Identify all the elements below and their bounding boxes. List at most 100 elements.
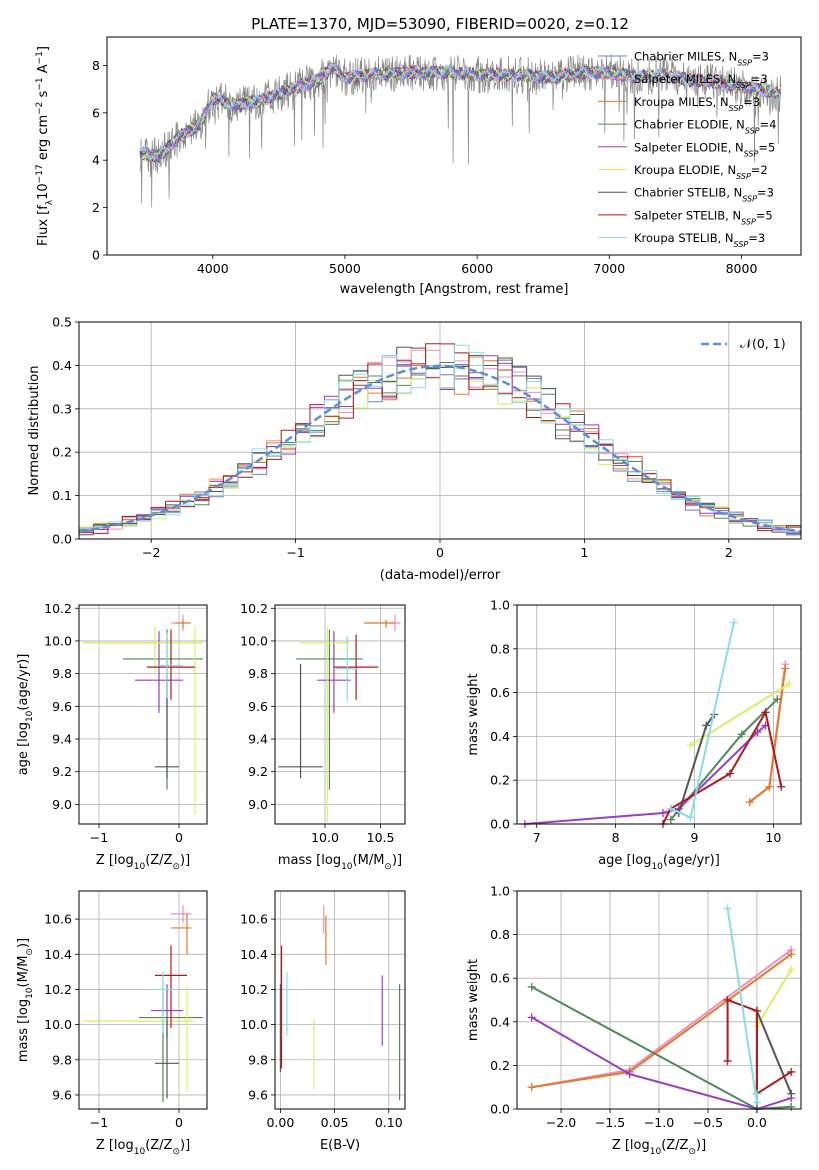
y-tick-label: 1.0: [490, 884, 510, 899]
y-tick-label: 9.6: [52, 1087, 72, 1102]
y-tick-label: 9.8: [52, 666, 72, 681]
series-line: [677, 713, 716, 814]
y-tick-label: 0.4: [490, 1014, 510, 1029]
y-tick-label: 10.2: [240, 601, 268, 616]
data-point-marker: [625, 1070, 634, 1079]
y-tick-label: 10.4: [240, 947, 268, 962]
y-tick-label: 10.2: [240, 982, 268, 997]
y-tick-label: 0.2: [490, 1058, 510, 1073]
age-vs-mass-panel: 10.0 10.5 9.0 9.2 9.4 9.6 9.8 10.0 10.2 mass [log…: [240, 601, 406, 872]
axis-label: mass [log10(M/M⊙)]: [278, 853, 402, 872]
data-point-marker: [752, 1098, 761, 1107]
y-tick-label: 10.4: [44, 947, 72, 962]
y-tick-label: 0.0: [52, 532, 72, 547]
mass-vs-metallicity-panel: −1 0 9.6 9.8 10.0 10.2 10.4 10.6 Z [log10(Z/Z⊙)]…: [16, 890, 208, 1157]
legend-entry: Salpeter MILES, NSSP=3: [634, 72, 768, 90]
x-tick-label: 10: [765, 830, 781, 845]
y-tick-label: 0.0: [490, 1102, 510, 1117]
y-axis-label: Normed distribution: [27, 366, 42, 496]
y-tick-label: 1.0: [490, 598, 510, 613]
data-point-marker: [666, 815, 675, 824]
y-tick-label: 9.6: [52, 699, 72, 714]
y-tick-label: 0.4: [490, 729, 510, 744]
series-line: [726, 908, 758, 1103]
axis-label: mass [log10(M/M⊙)]: [16, 938, 35, 1062]
data-point-marker: [785, 679, 794, 688]
axes-frame: [78, 604, 208, 825]
y-tick-label: 0.1: [52, 488, 72, 503]
series-line: [726, 998, 792, 1096]
data-point-marker: [729, 618, 738, 627]
legend-entry: Chabrier STELIB, NSSP=3: [634, 186, 774, 204]
data-point-marker: [527, 1083, 536, 1092]
mass-weight-vs-age-panel: 7 8 9 10 0.0 0.2 0.4 0.6 0.8 1.0 age [log10(age/yr…: [466, 598, 802, 872]
series-line: [670, 622, 735, 819]
y-tick-label: 8: [92, 58, 100, 73]
data-point-marker: [527, 1013, 536, 1022]
axis-label: age [log10(age/yr)]: [16, 654, 35, 776]
y-tick-label: 9.2: [52, 764, 72, 779]
x-tick-label: −1.5: [595, 1115, 625, 1130]
x-tick-label: 0: [436, 545, 444, 560]
y-tick-label: 0.8: [490, 641, 510, 656]
model-spectrum-line: [139, 62, 782, 162]
data-point-marker: [787, 1089, 796, 1098]
axes-frame: [274, 604, 406, 825]
data-point-marker: [723, 1057, 732, 1066]
data-point-marker: [723, 996, 732, 1004]
y-tick-label: 9.4: [52, 732, 72, 747]
y-tick-label: 0.8: [490, 927, 510, 942]
data-point-marker: [765, 782, 774, 791]
axis-label: Z [log10(Z/Z⊙)]: [612, 1138, 706, 1157]
y-tick-label: 9.0: [248, 797, 268, 812]
x-tick-label: −1: [90, 830, 108, 845]
data-point-marker: [787, 1067, 796, 1076]
x-tick-label: 0.05: [321, 1115, 349, 1130]
x-axis-label: wavelength [Angstrom, rest frame]: [340, 282, 569, 297]
y-tick-label: 9.4: [248, 732, 268, 747]
y-tick-label: 0.4: [52, 358, 72, 373]
x-tick-label: 6000: [461, 261, 493, 276]
x-tick-label: 2: [725, 545, 733, 560]
y-tick-label: 9.8: [248, 1052, 268, 1067]
x-tick-label: 9: [691, 830, 699, 845]
x-tick-label: −1: [90, 1115, 108, 1130]
residuals-panel: −2 −1 0 1 2 0.0 0.1 0.2 0.3 0.4 0.5 Normed distribu…: [27, 315, 802, 583]
y-tick-label: 10.0: [44, 1017, 72, 1032]
y-tick-label: 0: [92, 248, 100, 263]
histogram-step: [79, 344, 801, 533]
y-tick-label: 9.8: [248, 666, 268, 681]
y-tick-label: 6: [92, 105, 100, 120]
y-tick-label: 0.2: [52, 445, 72, 460]
x-tick-label: 7000: [593, 261, 625, 276]
data-point-marker: [752, 1089, 761, 1098]
series-line: [690, 682, 790, 747]
y-axis-label: mass weight: [466, 959, 481, 1041]
data-point-marker: [787, 1102, 796, 1111]
y-tick-label: 4: [92, 153, 100, 168]
axes-frame: [78, 890, 208, 1110]
y-tick-label: 10.6: [240, 912, 268, 927]
series-line: [756, 968, 793, 1027]
y-tick-label: 9.6: [248, 699, 268, 714]
legend-entry: 𝒩(0, 1): [740, 336, 786, 351]
data-point-marker: [787, 965, 796, 974]
data-point-marker: [761, 708, 770, 717]
y-axis-label: Flux [fλ10−17 erg cm−2 s−1 A−1]: [35, 46, 55, 246]
data-point-marker: [752, 1006, 761, 1015]
y-tick-label: 0.5: [52, 315, 72, 330]
y-tick-label: 9.8: [52, 1052, 72, 1067]
x-tick-label: −1.0: [644, 1115, 674, 1130]
data-point-marker: [658, 809, 667, 818]
axes-frame: [106, 36, 802, 256]
legend-entry: Kroupa MILES, NSSP=3: [634, 95, 760, 113]
data-point-marker: [686, 741, 695, 750]
y-tick-label: 0.0: [490, 817, 510, 832]
x-tick-label: −2: [142, 545, 160, 560]
data-point-marker: [787, 950, 796, 959]
x-tick-label: 10.0: [311, 830, 339, 845]
series-line: [531, 1016, 792, 1111]
data-point-marker: [781, 664, 790, 673]
age-vs-metallicity-panel: −1 0 9.0 9.2 9.4 9.6 9.8 10.0 10.2 Z [log10(Z/Z⊙)…: [16, 601, 208, 872]
data-point-marker: [666, 804, 675, 813]
